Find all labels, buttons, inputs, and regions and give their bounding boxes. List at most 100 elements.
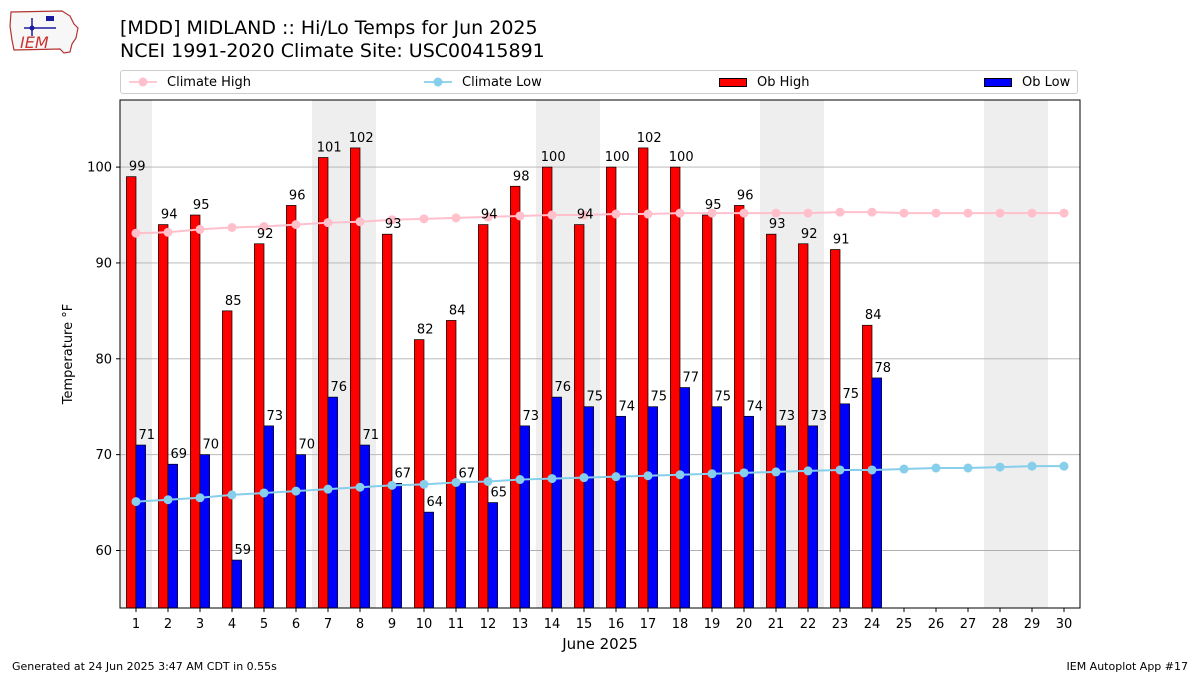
ob-low-label: 78 [875,361,892,376]
ob-high-bar [126,176,137,609]
climate-high-point [835,207,845,217]
climate-high-line [135,211,1064,235]
weekend-shade-day-28 [984,100,1016,608]
ob-high-label: 98 [513,169,530,184]
ob-low-label: 74 [619,399,636,414]
climate-high-point [707,208,717,218]
climate-high-point [323,218,333,228]
ob-low-label: 70 [299,438,316,453]
ob-high-label: 99 [129,160,146,175]
ob-low-label: 74 [747,399,764,414]
ob-high-bar [734,205,745,609]
x-tick-label: 7 [324,617,332,632]
climate-high-point [675,208,685,218]
climate-high-point [963,208,973,218]
ob-low-bar [743,415,754,609]
ob-low-label: 71 [363,428,380,443]
ob-high-bar [414,339,425,609]
x-tick-label: 23 [832,617,849,632]
climate-high-point [771,208,781,218]
climate-low-point [131,497,141,507]
ob-low-bar [263,425,274,609]
x-tick-label: 25 [896,617,913,632]
plot-area-frame [119,99,1081,609]
climate-low-point [867,465,877,475]
climate-low-point [515,475,525,485]
climate-low-point [1027,461,1037,471]
ob-low-bar [679,387,690,609]
ob-high-label: 95 [193,198,210,213]
climate-high-point [131,228,141,238]
legend-climate-low: Climate Low [424,71,542,93]
climate-low-point [579,473,589,483]
ob-low-bar [615,415,626,609]
climate-high-point [579,210,589,220]
y-tick-label: 60 [95,544,112,559]
climate-low-point [803,466,813,476]
chart-subtitle: NCEI 1991-2020 Climate Site: USC00415891 [120,40,545,62]
x-tick-label: 26 [928,617,945,632]
climate-low-point [227,490,237,500]
x-tick-label: 30 [1056,617,1073,632]
ob-high-label: 84 [865,308,882,323]
ob-low-bar [327,396,338,609]
ob-high-label: 91 [833,233,850,248]
climate-high-point [387,215,397,225]
ob-high-bar [574,224,585,609]
ob-high-bar [670,166,681,609]
climate-low-point [643,471,653,481]
ob-high-bar [702,214,713,609]
legend-ob-low-label: Ob Low [1022,74,1071,90]
climate-high-point [803,208,813,218]
ob-low-bar [295,454,306,609]
climate-high-point [995,208,1005,218]
ob-high-label: 85 [225,294,242,309]
ob-high-label: 82 [417,323,434,338]
ob-low-bar [519,425,530,609]
x-tick-label: 27 [960,617,977,632]
ob-low-bar [455,483,466,609]
y-axis-label: Temperature °F [61,304,76,405]
legend-climate-low-label: Climate Low [462,74,542,90]
ob-high-label: 94 [481,208,498,223]
y-tick-label: 100 [87,161,112,176]
climate-high-point [483,212,493,222]
legend-climate-high-label: Climate High [167,74,252,90]
x-tick-label: 15 [576,617,593,632]
ob-low-bar [231,559,242,609]
ob-low-label: 70 [203,438,220,453]
climate-high-point [355,217,365,227]
ob-low-bar [551,396,562,609]
x-tick-label: 18 [672,617,689,632]
ob-low-bar [359,444,370,609]
ob-low-label: 75 [715,390,732,405]
climate-high-point [163,227,173,237]
climate-high-point [515,211,525,221]
climate-high-point [1059,208,1069,218]
ob-high-bar [830,249,841,609]
ob-low-label: 73 [267,409,284,424]
climate-high-point [867,207,877,217]
ob-high-bar [158,224,169,609]
ob-high-bar [446,320,457,609]
ob-high-bar [286,205,297,609]
ob-low-label: 64 [427,495,444,510]
legend-ob-low: Ob Low [984,71,1070,93]
climate-high-point [611,209,621,219]
weekend-shade-day-29 [1016,100,1048,608]
ob-low-label: 76 [331,380,348,395]
x-tick-label: 20 [736,617,753,632]
climate-low-point [995,462,1005,472]
ob-low-label: 67 [395,466,412,481]
ob-low-bar [839,403,850,609]
climate-low-line-icon [424,77,452,87]
ob-low-label: 73 [811,409,828,424]
ob-high-bar [798,243,809,609]
climate-low-point [483,476,493,486]
x-tick-label: 10 [416,617,433,632]
ob-high-label: 100 [669,150,694,165]
climate-high-point [739,208,749,218]
chart-legend: Climate High Climate Low Ob High Ob Low [120,70,1078,94]
x-tick-label: 22 [800,617,817,632]
chart-title: [MDD] MIDLAND :: Hi/Lo Temps for Jun 202… [120,17,538,39]
